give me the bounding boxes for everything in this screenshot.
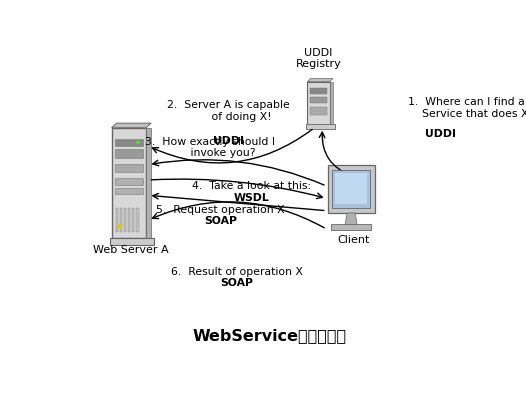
FancyBboxPatch shape xyxy=(331,224,371,230)
Text: 4.  Take a look at this:: 4. Take a look at this: xyxy=(191,181,311,191)
FancyBboxPatch shape xyxy=(115,164,143,172)
FancyBboxPatch shape xyxy=(307,82,330,124)
Text: WSDL: WSDL xyxy=(234,193,269,203)
Text: UDDI: UDDI xyxy=(426,128,456,138)
Text: 1.  Where can I find a Web
    Service that does X?: 1. Where can I find a Web Service that d… xyxy=(408,97,526,119)
Text: 6.  Result of operation X: 6. Result of operation X xyxy=(171,267,303,277)
FancyBboxPatch shape xyxy=(136,207,138,232)
Text: SOAP: SOAP xyxy=(204,216,237,226)
Polygon shape xyxy=(112,123,151,128)
FancyBboxPatch shape xyxy=(328,166,375,213)
Circle shape xyxy=(118,225,122,227)
FancyBboxPatch shape xyxy=(335,173,367,204)
FancyBboxPatch shape xyxy=(120,207,122,232)
Text: 5.  Request operation X: 5. Request operation X xyxy=(156,205,285,215)
Text: 3.  How exactly should I
       invoke you?: 3. How exactly should I invoke you? xyxy=(145,137,276,158)
Text: SOAP: SOAP xyxy=(220,278,254,288)
FancyBboxPatch shape xyxy=(116,207,118,232)
FancyBboxPatch shape xyxy=(330,82,333,124)
FancyBboxPatch shape xyxy=(124,207,126,232)
FancyBboxPatch shape xyxy=(332,170,370,208)
Text: UDDI: UDDI xyxy=(214,136,244,146)
FancyBboxPatch shape xyxy=(310,107,327,115)
Text: Web Server A: Web Server A xyxy=(93,245,169,255)
Circle shape xyxy=(136,141,140,144)
FancyBboxPatch shape xyxy=(310,88,327,94)
FancyBboxPatch shape xyxy=(310,97,327,103)
FancyBboxPatch shape xyxy=(115,138,143,146)
Text: UDDI
Registry: UDDI Registry xyxy=(296,48,341,69)
Polygon shape xyxy=(345,213,357,225)
FancyBboxPatch shape xyxy=(115,149,143,158)
FancyBboxPatch shape xyxy=(128,207,130,232)
FancyBboxPatch shape xyxy=(115,178,143,185)
FancyBboxPatch shape xyxy=(146,128,151,238)
FancyBboxPatch shape xyxy=(115,188,143,194)
Text: WebService步骤流程图: WebService步骤流程图 xyxy=(193,328,347,343)
FancyBboxPatch shape xyxy=(109,238,155,245)
FancyBboxPatch shape xyxy=(112,128,146,238)
Text: Client: Client xyxy=(337,235,369,245)
FancyBboxPatch shape xyxy=(306,124,335,129)
Text: 2.  Server A is capable
       of doing X!: 2. Server A is capable of doing X! xyxy=(167,100,290,122)
Polygon shape xyxy=(307,79,333,82)
FancyBboxPatch shape xyxy=(132,207,135,232)
